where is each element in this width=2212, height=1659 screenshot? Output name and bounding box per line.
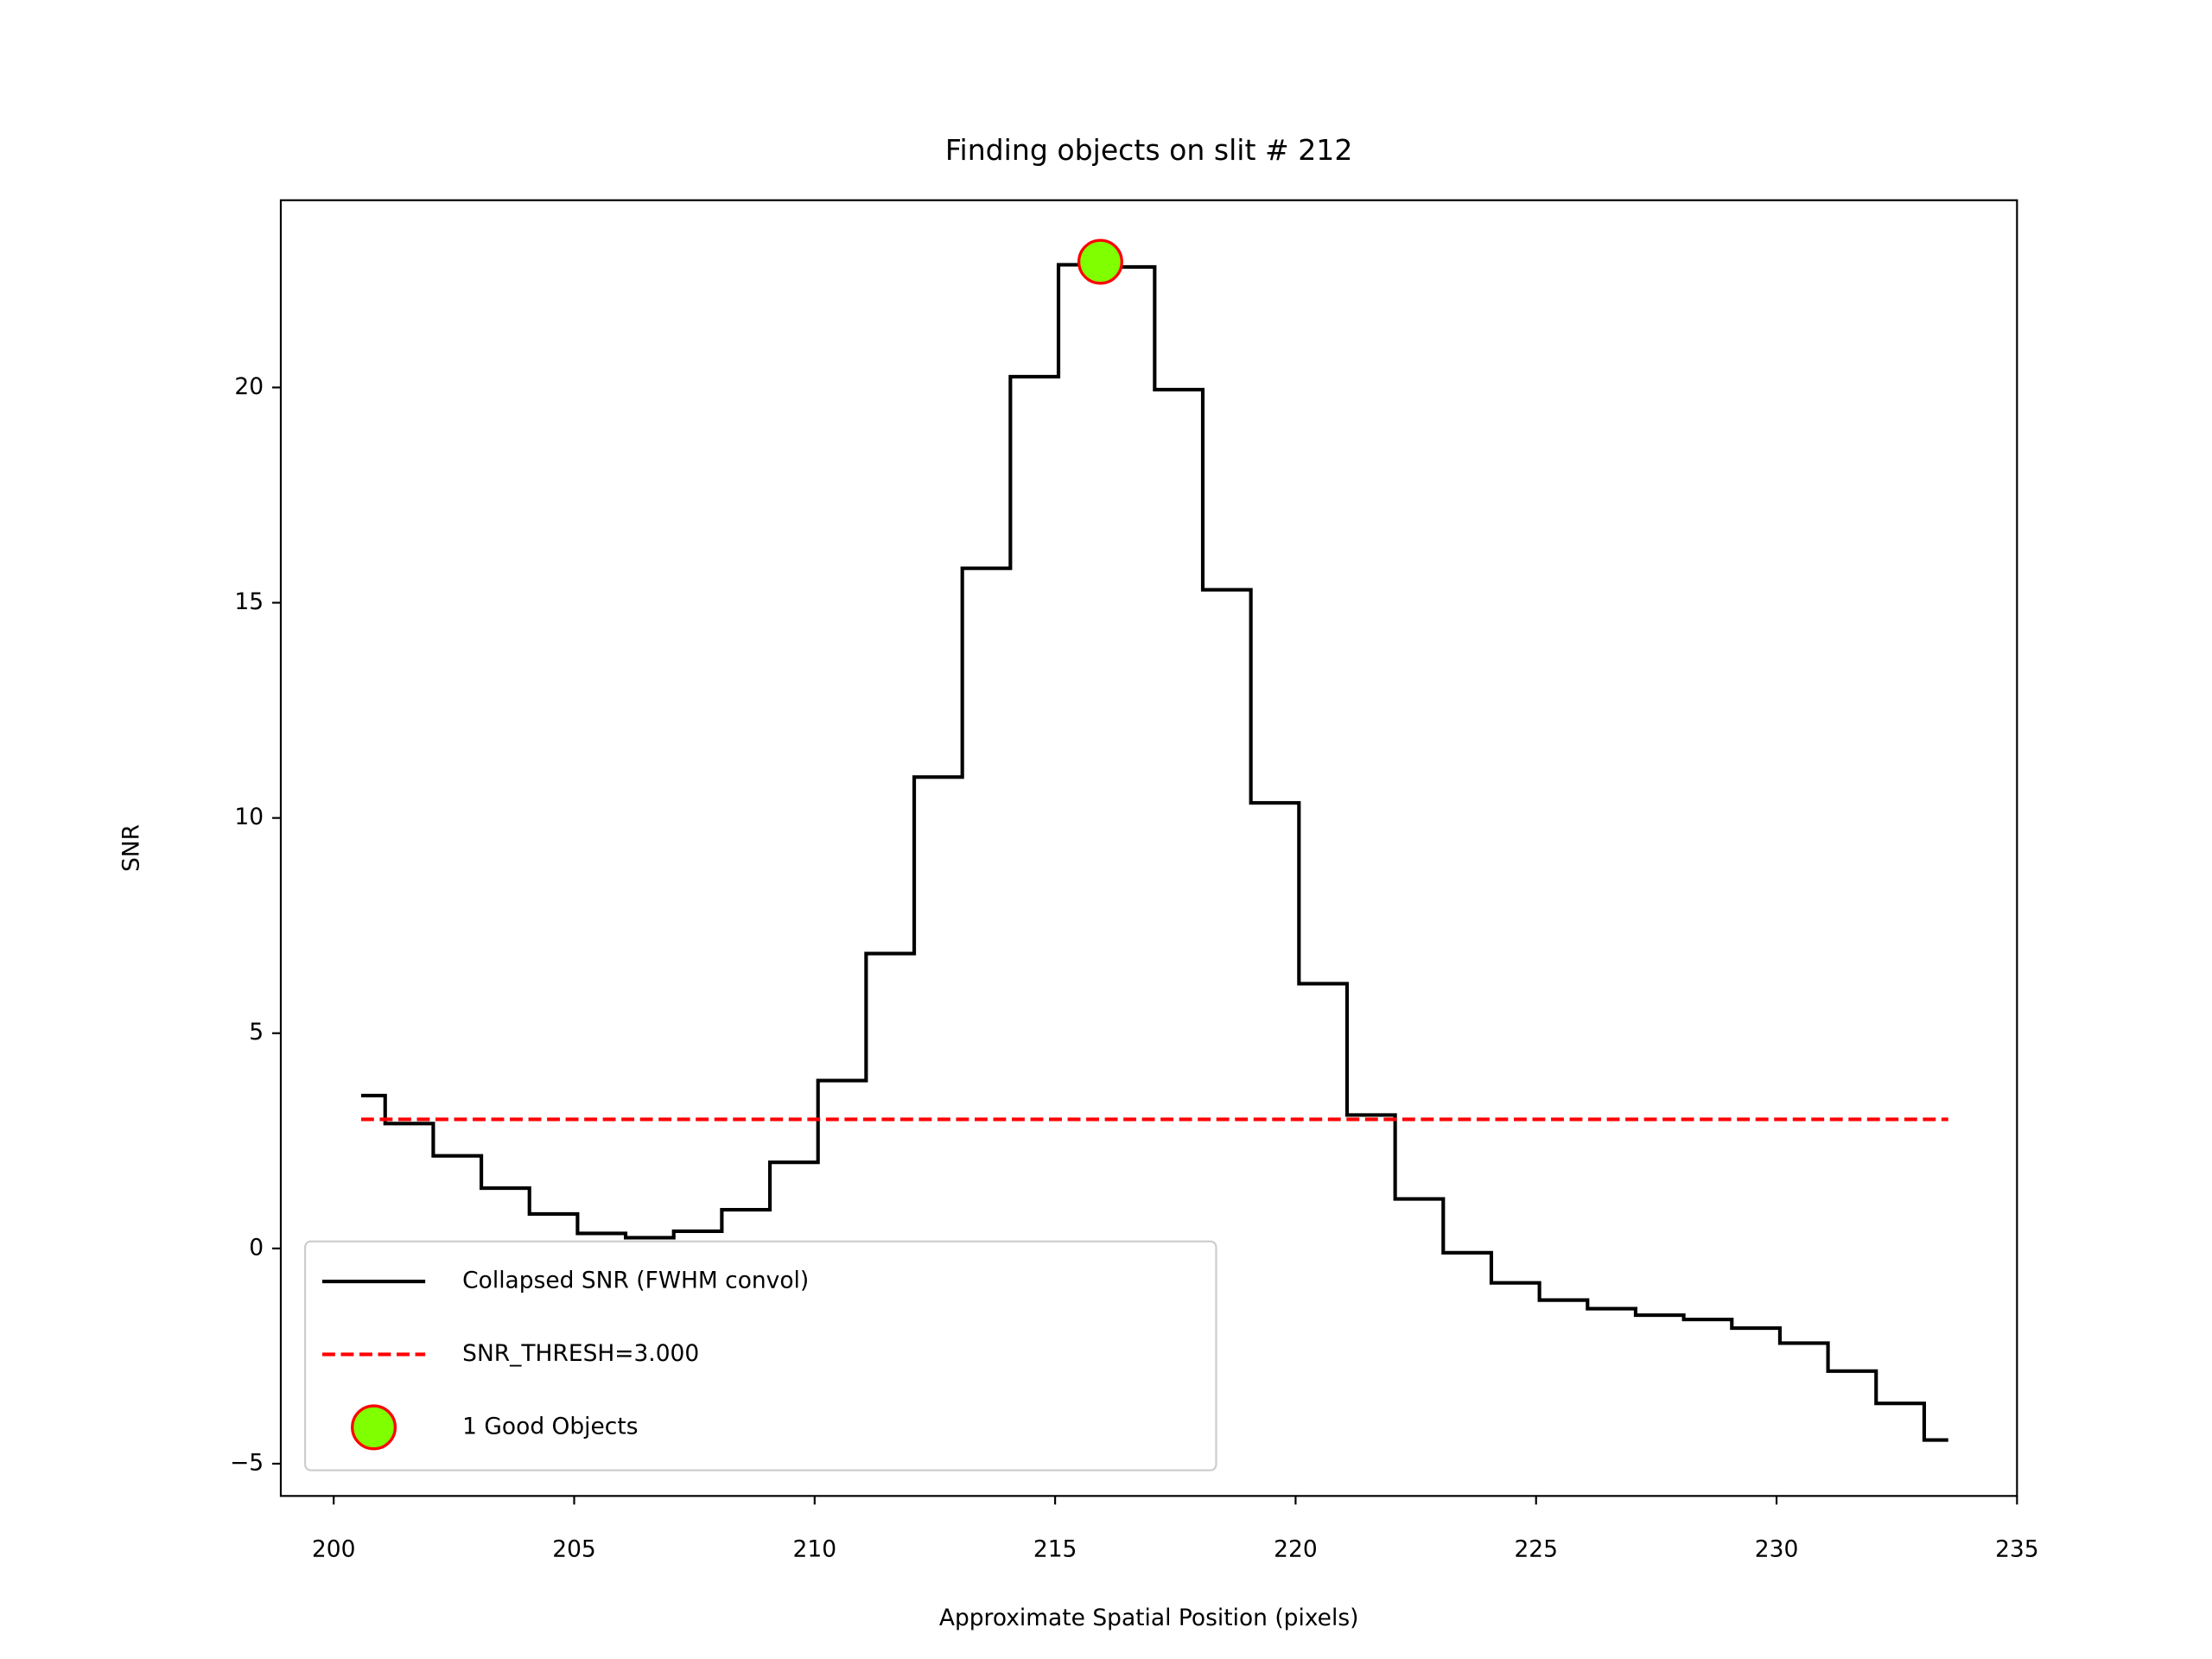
y-tick-label: 10 — [234, 804, 264, 830]
legend-label: SNR_THRESH=3.000 — [462, 1340, 699, 1367]
legend-label: Collapsed SNR (FWHM convol) — [462, 1268, 809, 1294]
legend-box — [304, 1240, 1217, 1471]
snr-line — [360, 263, 1948, 1442]
legend-marker — [351, 1404, 397, 1451]
x-tick-label: 225 — [1514, 1536, 1558, 1563]
x-tick-label: 210 — [793, 1536, 837, 1563]
x-tick-label: 220 — [1274, 1536, 1318, 1563]
y-tick-label: 5 — [249, 1019, 264, 1046]
x-tick-label: 205 — [552, 1536, 596, 1563]
plot-frame — [279, 199, 2018, 1497]
y-tick-label: −5 — [230, 1449, 264, 1476]
y-tick-label: 0 — [249, 1234, 264, 1261]
chart-title: Finding objects on slit # 212 — [945, 133, 1353, 167]
y-tick-label: 20 — [234, 373, 264, 400]
x-tick-label: 235 — [1995, 1536, 2039, 1563]
legend-label: 1 Good Objects — [462, 1413, 638, 1440]
x-tick-label: 215 — [1033, 1536, 1077, 1563]
x-axis-label: Approximate Spatial Position (pixels) — [939, 1605, 1359, 1631]
object-marker — [1077, 238, 1123, 285]
x-tick-label: 230 — [1755, 1536, 1799, 1563]
y-tick-label: 15 — [234, 588, 264, 615]
y-axis-label: SNR — [118, 824, 144, 872]
x-tick-label: 200 — [312, 1536, 356, 1563]
